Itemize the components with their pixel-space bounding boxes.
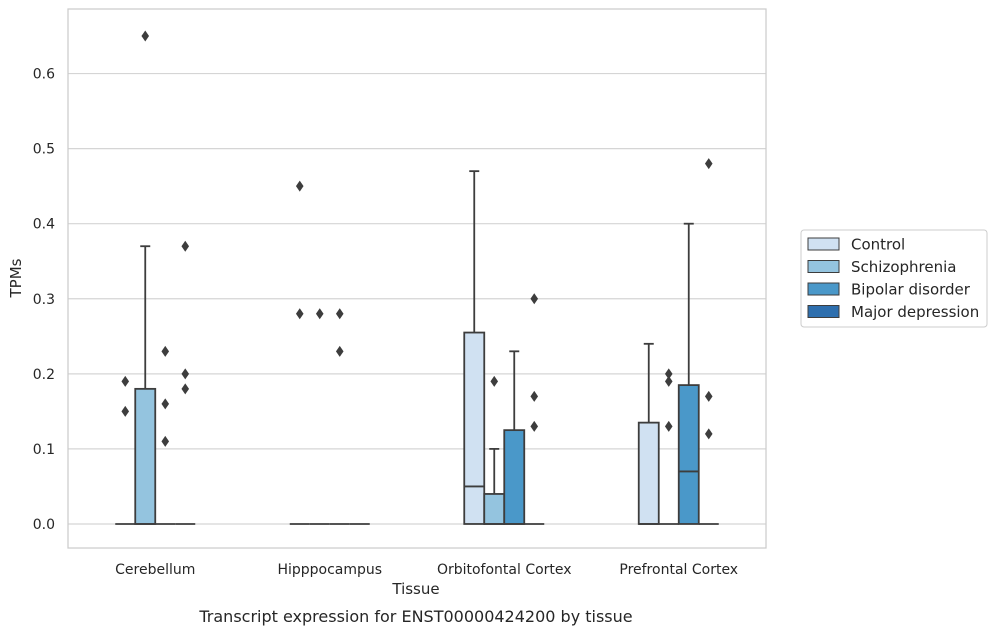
y-tick-label: 0.2 bbox=[33, 367, 55, 383]
chart-caption: Transcript expression for ENST0000042420… bbox=[198, 607, 632, 626]
box-body bbox=[134, 387, 157, 525]
outlier-point bbox=[295, 308, 304, 320]
outlier-point bbox=[664, 420, 673, 432]
outlier-point bbox=[530, 293, 539, 305]
box-schizophrenia bbox=[134, 30, 157, 525]
y-tick-label: 0.3 bbox=[33, 292, 55, 308]
box-major-depression bbox=[175, 240, 196, 525]
box-body bbox=[637, 421, 660, 525]
outlier-point bbox=[121, 375, 130, 387]
x-tick-label: Cerebellum bbox=[115, 562, 195, 578]
outlier-point bbox=[181, 383, 190, 395]
x-tick-label: Hipppocampus bbox=[277, 562, 382, 578]
outlier-point bbox=[161, 345, 170, 357]
outlier-point bbox=[161, 435, 170, 447]
outlier-point bbox=[181, 240, 190, 252]
y-tick-label: 0.5 bbox=[33, 142, 55, 158]
box-major-depression bbox=[524, 293, 545, 525]
legend-label: Bipolar disorder bbox=[851, 281, 971, 299]
box-body bbox=[483, 493, 506, 525]
legend-label: Major depression bbox=[851, 303, 979, 321]
x-axis-label: Tissue bbox=[391, 580, 439, 598]
box-control bbox=[463, 170, 486, 525]
outlier-point bbox=[704, 390, 713, 402]
box-body bbox=[677, 384, 700, 525]
x-tick-label: Prefrontal Cortex bbox=[619, 562, 738, 578]
outlier-point bbox=[530, 390, 539, 402]
box-control bbox=[637, 342, 660, 525]
outlier-point bbox=[315, 308, 324, 320]
box-control bbox=[115, 375, 136, 525]
outlier-point bbox=[664, 375, 673, 387]
x-tick-labels: Cerebellum Hipppocampus Orbitofontal Corte… bbox=[115, 562, 738, 578]
outlier-point bbox=[704, 428, 713, 440]
legend-label: Control bbox=[851, 236, 905, 254]
box-schizophrenia bbox=[309, 308, 330, 525]
box-body bbox=[503, 429, 526, 525]
y-tick-label: 0.0 bbox=[33, 517, 55, 533]
outlier-point bbox=[490, 375, 499, 387]
outlier-point bbox=[121, 405, 130, 417]
outlier-point bbox=[335, 308, 344, 320]
outlier-point bbox=[181, 368, 190, 380]
outlier-point bbox=[295, 180, 304, 192]
x-tick-label: Orbitofontal Cortex bbox=[437, 562, 572, 578]
outlier-point bbox=[141, 30, 150, 42]
plot-frame bbox=[67, 8, 767, 549]
y-tick-labels: 0.0 0.1 0.2 0.3 0.4 0.5 0.6 bbox=[33, 67, 55, 533]
y-tick-label: 0.1 bbox=[33, 442, 55, 458]
legend-swatch bbox=[807, 237, 840, 251]
box-control bbox=[289, 180, 310, 525]
boxes-layer bbox=[115, 30, 719, 525]
legend-label: Schizophrenia bbox=[851, 258, 956, 276]
box-bipolar-disorder bbox=[503, 350, 526, 525]
outlier-point bbox=[530, 420, 539, 432]
box-bipolar-disorder bbox=[155, 345, 176, 525]
box-major-depression bbox=[698, 158, 719, 525]
box-body bbox=[463, 331, 486, 525]
legend-frame bbox=[800, 229, 988, 328]
legend: Control Schizophrenia Bipolar disorder Majo… bbox=[800, 229, 988, 328]
outlier-point bbox=[664, 368, 673, 380]
y-axis-label: TPMs bbox=[7, 258, 25, 298]
legend-swatch bbox=[807, 260, 840, 273]
outlier-point bbox=[161, 398, 170, 410]
outlier-point bbox=[704, 158, 713, 170]
outlier-point bbox=[335, 345, 344, 357]
y-tick-label: 0.6 bbox=[33, 67, 55, 83]
legend-swatch bbox=[807, 305, 840, 318]
box-bipolar-disorder bbox=[677, 222, 700, 525]
box-bipolar-disorder bbox=[329, 308, 350, 525]
box-schizophrenia bbox=[658, 368, 679, 525]
legend-swatch bbox=[807, 282, 840, 296]
y-tick-label: 0.4 bbox=[33, 217, 55, 233]
